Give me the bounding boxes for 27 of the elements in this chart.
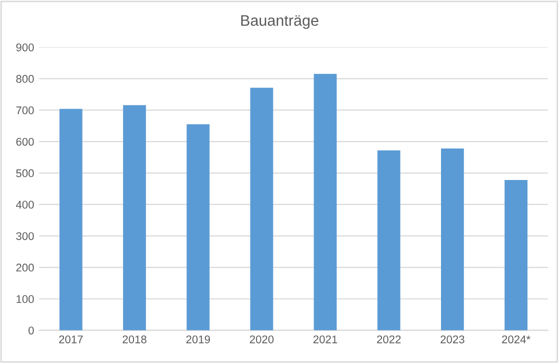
bar bbox=[504, 180, 528, 330]
y-tick-label: 900 bbox=[16, 43, 34, 52]
bar bbox=[59, 108, 82, 330]
bar bbox=[314, 74, 337, 330]
x-tick-label: 2017 bbox=[59, 335, 83, 344]
bar bbox=[250, 88, 274, 330]
x-tick-label: 2020 bbox=[250, 335, 274, 344]
bar bbox=[123, 105, 146, 330]
chart-title: Bauanträge bbox=[241, 15, 318, 29]
bar bbox=[440, 148, 464, 330]
x-tick-label: 2024* bbox=[502, 335, 530, 344]
y-tick-label: 400 bbox=[16, 200, 34, 209]
x-tick-label: 2018 bbox=[122, 335, 146, 344]
y-tick-label: 500 bbox=[16, 169, 34, 178]
x-tick-label: 2023 bbox=[440, 335, 464, 344]
bar bbox=[377, 150, 400, 330]
y-tick-label: 300 bbox=[16, 232, 34, 240]
y-tick-label: 100 bbox=[16, 295, 34, 304]
x-tick-label: 2019 bbox=[186, 335, 210, 344]
y-tick-label: 700 bbox=[16, 106, 34, 114]
x-tick-label: 2022 bbox=[377, 335, 401, 344]
y-tick-label: 600 bbox=[16, 138, 34, 146]
x-tick-label: 2021 bbox=[313, 335, 338, 344]
y-tick-label: 0 bbox=[28, 326, 34, 334]
bar bbox=[186, 124, 210, 330]
y-tick-label: 800 bbox=[16, 74, 34, 83]
y-tick-label: 200 bbox=[16, 264, 34, 272]
